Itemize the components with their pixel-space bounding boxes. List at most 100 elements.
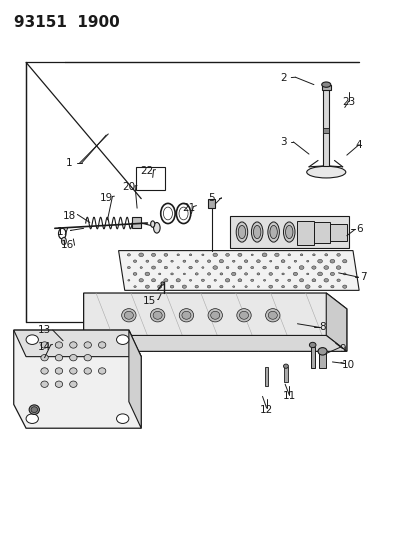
Ellipse shape xyxy=(31,407,38,413)
Ellipse shape xyxy=(318,286,321,288)
Ellipse shape xyxy=(268,285,272,288)
Text: 19: 19 xyxy=(100,192,113,203)
Ellipse shape xyxy=(269,225,277,239)
Ellipse shape xyxy=(41,368,48,374)
Ellipse shape xyxy=(170,285,173,288)
Ellipse shape xyxy=(237,266,241,269)
Ellipse shape xyxy=(261,253,266,257)
Ellipse shape xyxy=(153,222,160,233)
Ellipse shape xyxy=(244,286,247,288)
Ellipse shape xyxy=(164,266,167,269)
Ellipse shape xyxy=(257,286,259,287)
Ellipse shape xyxy=(236,309,251,322)
Ellipse shape xyxy=(330,272,334,276)
Ellipse shape xyxy=(312,254,314,256)
Ellipse shape xyxy=(127,266,130,269)
Polygon shape xyxy=(128,330,141,428)
Ellipse shape xyxy=(55,368,62,374)
Ellipse shape xyxy=(281,286,284,288)
Ellipse shape xyxy=(177,266,179,269)
Ellipse shape xyxy=(283,222,294,242)
Ellipse shape xyxy=(157,260,161,263)
Text: 11: 11 xyxy=(282,391,295,401)
Ellipse shape xyxy=(164,253,167,256)
Ellipse shape xyxy=(256,260,260,263)
Ellipse shape xyxy=(189,254,191,256)
Ellipse shape xyxy=(263,279,265,281)
Text: 13: 13 xyxy=(38,325,51,335)
Ellipse shape xyxy=(188,266,192,269)
Ellipse shape xyxy=(225,253,229,256)
Ellipse shape xyxy=(306,273,308,275)
Ellipse shape xyxy=(84,354,91,361)
Ellipse shape xyxy=(231,272,235,276)
Ellipse shape xyxy=(133,286,136,288)
Ellipse shape xyxy=(268,311,277,319)
Ellipse shape xyxy=(179,309,193,322)
Ellipse shape xyxy=(133,272,137,276)
Ellipse shape xyxy=(145,272,150,276)
Text: 22: 22 xyxy=(140,166,154,176)
Ellipse shape xyxy=(342,260,346,263)
Ellipse shape xyxy=(287,266,290,269)
Ellipse shape xyxy=(237,225,245,239)
Ellipse shape xyxy=(219,260,223,263)
Ellipse shape xyxy=(251,254,253,256)
Ellipse shape xyxy=(311,279,315,282)
Ellipse shape xyxy=(69,381,77,387)
Ellipse shape xyxy=(292,272,297,276)
Ellipse shape xyxy=(176,279,180,282)
Ellipse shape xyxy=(225,266,228,269)
Ellipse shape xyxy=(55,381,62,387)
Ellipse shape xyxy=(306,260,308,262)
Ellipse shape xyxy=(84,342,91,348)
Ellipse shape xyxy=(55,354,62,361)
Bar xyxy=(330,224,346,241)
Ellipse shape xyxy=(183,273,185,275)
Text: 17: 17 xyxy=(56,227,69,237)
Polygon shape xyxy=(325,293,346,351)
Ellipse shape xyxy=(140,266,142,269)
Ellipse shape xyxy=(58,228,66,239)
Polygon shape xyxy=(83,335,346,351)
Text: 1: 1 xyxy=(66,158,72,168)
Text: 6: 6 xyxy=(355,224,362,235)
Bar xyxy=(310,347,314,368)
Ellipse shape xyxy=(207,285,210,288)
Text: 16: 16 xyxy=(60,240,74,251)
Ellipse shape xyxy=(84,368,91,374)
Polygon shape xyxy=(14,330,141,428)
Ellipse shape xyxy=(293,260,296,262)
Ellipse shape xyxy=(342,285,346,288)
Ellipse shape xyxy=(207,260,210,262)
Ellipse shape xyxy=(116,335,128,344)
Ellipse shape xyxy=(161,282,164,285)
Ellipse shape xyxy=(61,237,66,245)
Ellipse shape xyxy=(98,368,106,374)
Ellipse shape xyxy=(158,273,161,275)
Bar xyxy=(323,89,328,166)
Ellipse shape xyxy=(150,309,164,322)
Ellipse shape xyxy=(127,254,130,256)
Ellipse shape xyxy=(26,335,38,344)
Ellipse shape xyxy=(299,254,302,256)
Ellipse shape xyxy=(265,309,279,322)
Text: 2: 2 xyxy=(279,73,286,83)
Ellipse shape xyxy=(311,266,315,269)
Ellipse shape xyxy=(287,254,290,256)
Bar xyxy=(284,367,287,382)
Bar xyxy=(264,367,267,386)
Ellipse shape xyxy=(41,381,48,387)
Ellipse shape xyxy=(225,279,229,282)
Ellipse shape xyxy=(212,266,217,269)
Ellipse shape xyxy=(139,279,143,282)
Ellipse shape xyxy=(157,285,161,288)
Ellipse shape xyxy=(336,279,339,281)
Ellipse shape xyxy=(69,354,77,361)
Ellipse shape xyxy=(138,253,143,257)
Text: 18: 18 xyxy=(62,211,76,221)
Ellipse shape xyxy=(219,273,222,275)
Ellipse shape xyxy=(280,260,284,263)
Ellipse shape xyxy=(299,279,303,282)
Ellipse shape xyxy=(195,260,198,262)
